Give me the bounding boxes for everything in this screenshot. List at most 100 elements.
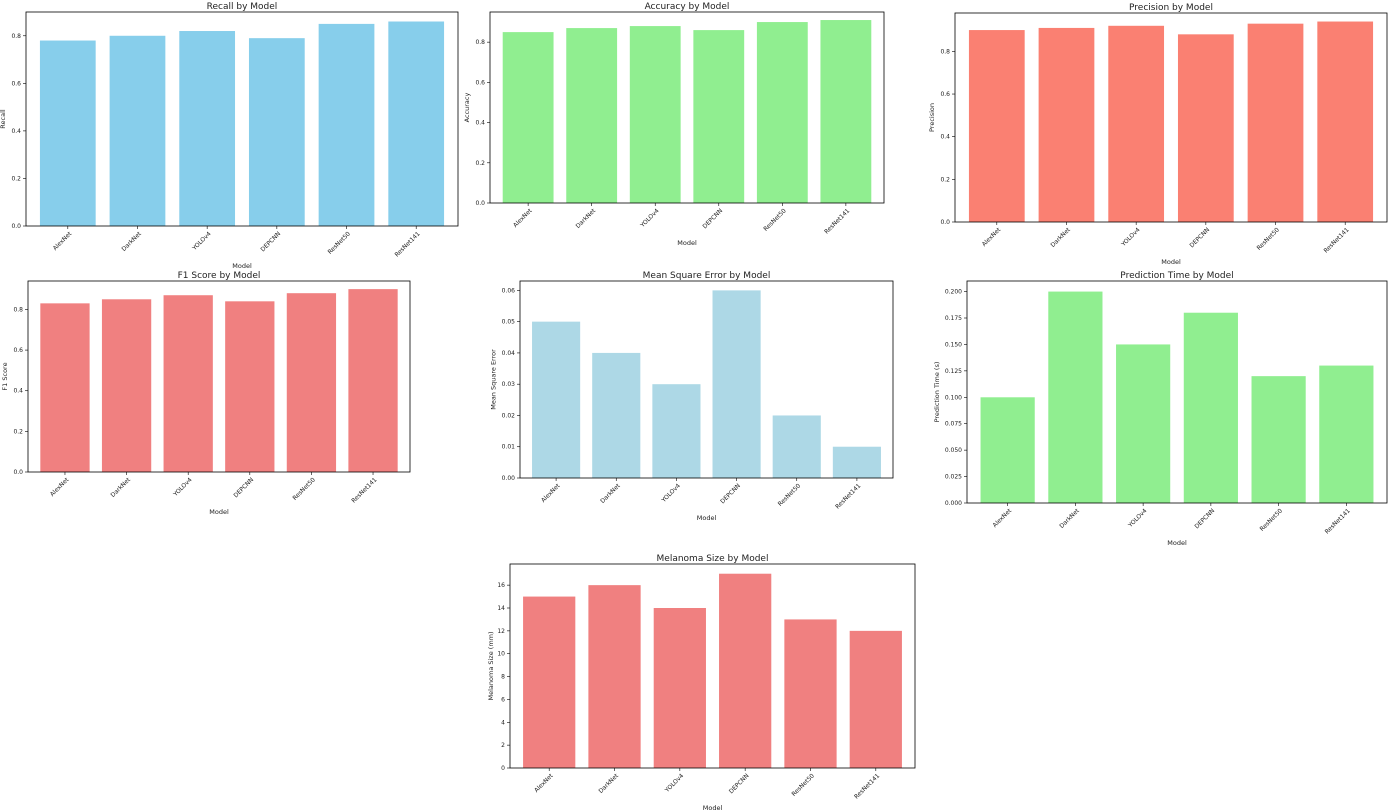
x-tick-label: YOLOv4 [1119, 226, 1141, 248]
x-tick-label: AlexNet [512, 207, 534, 229]
y-tick-label: 0.2 [475, 160, 485, 167]
bar-resnet141 [1319, 365, 1374, 503]
x-tick-label: AlexNet [49, 476, 71, 498]
y-tick-label: 0.4 [475, 120, 485, 127]
chart-title: Mean Square Error by Model [643, 271, 771, 281]
x-tick-label: YOLOv4 [660, 482, 682, 504]
x-axis-label: Model [232, 262, 252, 270]
x-tick-label: ResNet50 [1256, 226, 1282, 252]
x-tick-label: DarkNet [599, 482, 622, 505]
x-tick-label: ResNet141 [1323, 226, 1351, 254]
y-tick-label: 0.025 [945, 474, 962, 481]
mse-chart: Mean Square Error by Model AlexNet DarkNet… [485, 268, 905, 522]
bar-yolov4 [163, 295, 213, 472]
bar-yolov4 [179, 31, 236, 227]
y-tick-label: 0.6 [11, 80, 21, 87]
bar-resnet141 [832, 446, 881, 478]
x-tick-label: ResNet141 [350, 476, 378, 504]
x-tick-label: DEPCNN [1194, 507, 1217, 530]
bar-resnet141 [820, 20, 872, 204]
plot-frame [25, 11, 459, 227]
y-tick-label: 0.03 [502, 381, 516, 388]
x-tick-label: AlexNet [540, 482, 562, 504]
x-axis-label: Model [1167, 539, 1187, 547]
bar-resnet50 [756, 22, 808, 204]
melanoma-size-chart-svg: Melanoma Size by Model AlexNet DarkNet YOLO… [487, 554, 916, 811]
y-tick-label: 0.6 [13, 347, 23, 354]
y-tick-label: 0.2 [13, 428, 23, 435]
prediction-time-chart-svg: Prediction Time by Model AlexNet DarkNet YO… [933, 271, 1388, 547]
y-tick-label: 2 [501, 742, 505, 749]
bar-darknet [1048, 291, 1103, 503]
bar-resnet141 [348, 289, 398, 472]
y-axis-label: Recall [0, 109, 7, 129]
plot-frame [509, 563, 916, 769]
bar-darknet [566, 28, 618, 203]
x-tick-label: DEPCNN [1188, 226, 1211, 249]
x-tick-label: ResNet50 [762, 207, 788, 233]
x-axis-label: Model [209, 508, 229, 516]
precision-chart: Precision by Model AlexNet DarkNet YOLOv4 DE… [905, 0, 1395, 266]
plot-frame [489, 11, 885, 204]
y-tick-label: 0.4 [13, 388, 23, 395]
x-axis-label: Model [1161, 258, 1181, 266]
plot-frame [954, 12, 1388, 223]
x-tick-label: DEPCNN [728, 772, 751, 795]
bar-depcnn [693, 30, 745, 203]
y-tick-label: 0.125 [945, 368, 962, 375]
x-tick-label: AlexNet [981, 226, 1003, 248]
f1-score-chart: F1 Score by Model AlexNet DarkNet YOLOv4 DEP… [0, 268, 420, 518]
y-tick-label: 0.050 [945, 447, 962, 454]
y-tick-label: 0.8 [940, 48, 950, 55]
melanoma-size-chart: Melanoma Size by Model AlexNet DarkNet YOLO… [475, 550, 925, 811]
y-tick-label: 0.100 [945, 394, 962, 401]
bar-resnet50 [772, 415, 821, 478]
bar-depcnn [225, 301, 275, 472]
x-tick-label: ResNet50 [1259, 507, 1285, 533]
x-tick-label: ResNet141 [853, 772, 881, 800]
y-tick-label: 4 [501, 719, 505, 726]
accuracy-chart: Accuracy by Model AlexNet DarkNet YOLOv4 DEP… [463, 0, 895, 250]
y-tick-label: 0.02 [502, 412, 516, 419]
x-axis-label: Model [697, 514, 717, 522]
y-tick-label: 0.200 [945, 289, 962, 296]
x-tick-label: ResNet141 [823, 207, 851, 235]
bar-alexnet [39, 40, 96, 227]
y-tick-label: 0.6 [940, 91, 950, 98]
plot-frame [519, 280, 894, 479]
bar-resnet141 [849, 630, 902, 768]
y-axis-label: Prediction Time (s) [933, 362, 941, 423]
y-tick-label: 0.2 [940, 176, 950, 183]
bar-yolov4 [1116, 344, 1171, 503]
y-tick-label: 0.000 [945, 500, 962, 507]
x-tick-label: ResNet50 [327, 230, 353, 256]
mse-chart-svg: Mean Square Error by Model AlexNet DarkNet… [490, 271, 894, 522]
bar-yolov4 [652, 384, 701, 478]
x-axis-label: Model [703, 804, 723, 811]
bar-resnet50 [784, 619, 837, 768]
x-tick-label: DEPCNN [259, 230, 282, 253]
prediction-time-chart: Prediction Time by Model AlexNet DarkNet YO… [905, 268, 1395, 548]
y-tick-label: 16 [497, 582, 505, 589]
bar-alexnet [532, 321, 581, 478]
y-axis-label: Accuracy [463, 93, 471, 123]
bar-yolov4 [1108, 25, 1165, 223]
bar-resnet50 [318, 23, 375, 227]
x-tick-label: AlexNet [52, 230, 74, 252]
y-axis-label: Melanoma Size (mm) [487, 631, 495, 700]
x-tick-label: AlexNet [992, 507, 1014, 529]
chart-title: Melanoma Size by Model [657, 554, 769, 564]
y-tick-label: 0.00 [502, 475, 516, 482]
y-tick-label: 0.01 [502, 444, 516, 451]
x-axis-label: Model [677, 239, 697, 247]
x-tick-label: DarkNet [1049, 226, 1072, 249]
y-axis-label: Precision [928, 103, 936, 132]
y-tick-label: 0.0 [475, 200, 485, 207]
bar-depcnn [1177, 34, 1234, 222]
recall-chart: Recall by Model AlexNet DarkNet YOLOv4 DEPCN… [0, 0, 470, 270]
chart-title: Recall by Model [207, 2, 278, 12]
bar-darknet [588, 585, 641, 768]
x-tick-label: DEPCNN [701, 207, 724, 230]
y-tick-label: 0.075 [945, 421, 962, 428]
chart-title: Precision by Model [1129, 3, 1213, 13]
